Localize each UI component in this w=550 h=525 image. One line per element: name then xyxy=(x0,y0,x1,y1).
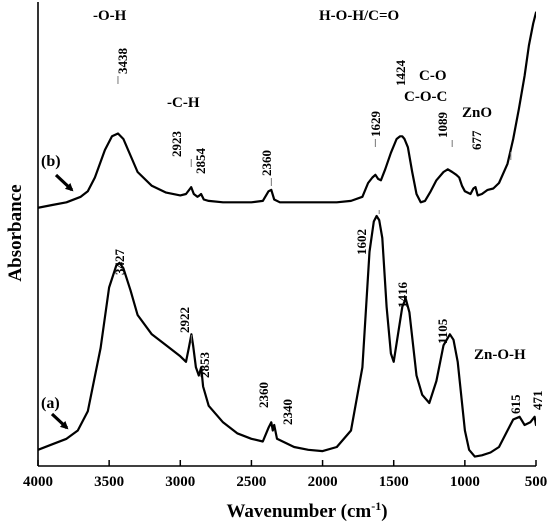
group-label-hoh-co: H-O-H/C=O xyxy=(319,8,399,24)
peak-label-a-1416: 1416 xyxy=(395,282,410,309)
x-axis-title-main: Wavenumber (cm xyxy=(226,501,371,522)
peak-label-a-471: 471 xyxy=(530,391,545,411)
x-axis-title: Wavenumber (cm-1) xyxy=(226,499,387,522)
group-label-ch: -C-H xyxy=(167,95,200,111)
group-label-oh: -O-H xyxy=(93,8,127,24)
x-tick-label-500: 500 xyxy=(525,474,548,490)
peak-label-a-2340: 2340 xyxy=(280,399,295,425)
peak-leaders xyxy=(117,69,512,343)
x-tick-label-3500: 3500 xyxy=(94,474,124,490)
peak-label-a-2922: 2922 xyxy=(177,307,192,333)
peak-label-a-1105: 1105 xyxy=(435,318,450,344)
series-b-arrow xyxy=(54,173,74,192)
x-tick-label-4000: 4000 xyxy=(23,474,53,490)
series-tag-a: (a) xyxy=(41,395,60,412)
axes-frame xyxy=(37,2,536,467)
y-axis-title: Absorbance xyxy=(5,184,26,281)
peak-label-a-615: 615 xyxy=(508,394,523,414)
peak-label-b-2854: 2854 xyxy=(193,148,208,175)
group-label-co: C-O xyxy=(419,68,447,84)
x-tick-label-3000: 3000 xyxy=(165,474,195,490)
peak-label-a-1602: 1602 xyxy=(354,229,369,255)
peak-label-b-677: 677 xyxy=(469,130,484,150)
peak-label-b-1629: 1629 xyxy=(368,111,383,138)
peak-label-b-2923: 2923 xyxy=(169,131,184,158)
peak-label-a-2360: 2360 xyxy=(256,382,271,408)
peak-label-b-2360: 2360 xyxy=(259,150,274,176)
peak-label-a-3427: 3427 xyxy=(112,249,127,276)
x-axis-title-sup: -1 xyxy=(371,499,381,513)
peak-label-a-2853: 2853 xyxy=(197,352,212,379)
group-label-zn-o-h: Zn-O-H xyxy=(474,347,526,363)
peak-label-b-3438: 3438 xyxy=(115,48,130,75)
series-a-line xyxy=(38,214,536,458)
group-label-zno: ZnO xyxy=(462,105,492,121)
peak-label-b-1089: 1089 xyxy=(435,112,450,139)
series-a-arrow xyxy=(50,412,69,430)
x-tick-label-2000: 2000 xyxy=(308,474,338,490)
x-axis-title-close: ) xyxy=(381,501,387,522)
x-tick-label-1000: 1000 xyxy=(450,474,480,490)
x-tick-label-1500: 1500 xyxy=(379,474,409,490)
x-tick-label-2500: 2500 xyxy=(236,474,266,490)
x-ticks: 4000 3500 3000 2500 2000 1500 1000 500 xyxy=(23,460,547,490)
series-tag-b: (b) xyxy=(41,153,61,170)
peak-label-b-1424: 1424 xyxy=(393,60,408,87)
group-label-coc: C-O-C xyxy=(404,89,447,105)
series-b-line xyxy=(38,11,536,209)
